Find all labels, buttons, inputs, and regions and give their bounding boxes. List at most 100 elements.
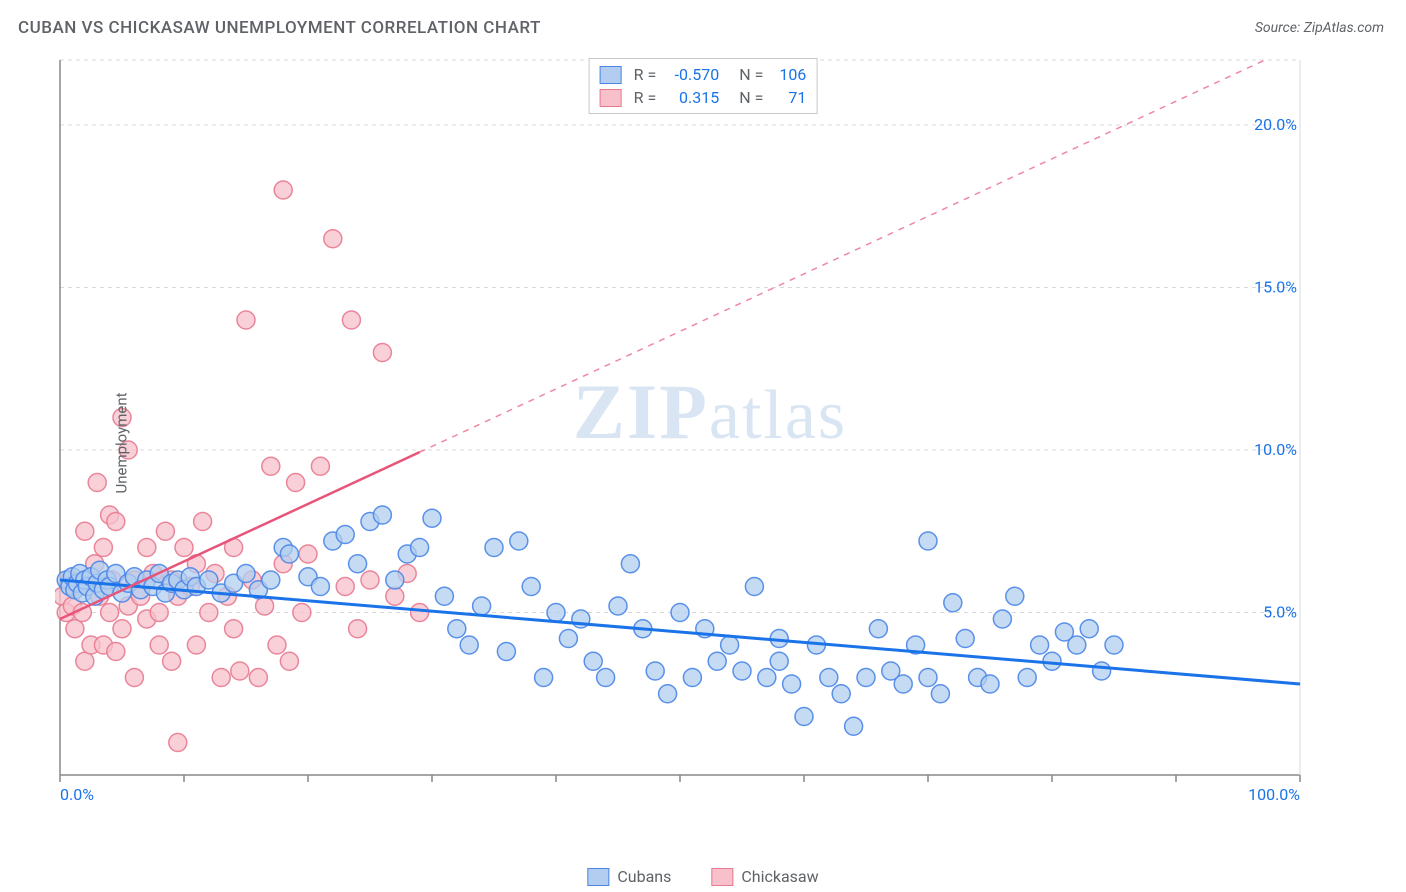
data-point (783, 675, 801, 693)
data-point (163, 652, 181, 670)
legend-label-chickasaw: Chickasaw (741, 867, 818, 886)
data-point (646, 662, 664, 680)
data-point (535, 669, 553, 687)
swatch-cubans-bottom (587, 868, 609, 886)
data-point (733, 662, 751, 680)
data-point (94, 539, 112, 557)
data-point (311, 578, 329, 596)
stats-row-chickasaw: R = 0.315 N = 71 (600, 86, 807, 109)
data-point (1080, 620, 1098, 638)
data-point (820, 669, 838, 687)
stats-legend: R = -0.570 N = 106 R = 0.315 N = 71 (589, 58, 818, 114)
data-point (101, 604, 119, 622)
data-point (894, 675, 912, 693)
data-point (373, 344, 391, 362)
source-value: ZipAtlas.com (1304, 20, 1384, 36)
data-point (175, 539, 193, 557)
data-point (423, 509, 441, 527)
data-point (597, 669, 615, 687)
data-point (76, 522, 94, 540)
data-point (386, 571, 404, 589)
data-point (342, 311, 360, 329)
data-point (547, 604, 565, 622)
data-point (262, 457, 280, 475)
data-point (485, 539, 503, 557)
data-point (745, 578, 763, 596)
n-label: N = (739, 65, 763, 84)
data-point (944, 594, 962, 612)
r-value-chickasaw: 0.315 (664, 88, 719, 107)
data-point (231, 662, 249, 680)
data-point (237, 311, 255, 329)
data-point (88, 474, 106, 492)
data-point (256, 597, 274, 615)
y-tick-label: 5.0% (1263, 603, 1297, 622)
data-point (194, 513, 212, 531)
trend-line-dashed (420, 60, 1265, 452)
data-point (361, 571, 379, 589)
legend-item-chickasaw: Chickasaw (711, 867, 818, 886)
data-point (324, 230, 342, 248)
y-tick-label: 15.0% (1254, 278, 1297, 297)
x-tick-label: 100.0% (1248, 785, 1300, 804)
data-point (708, 652, 726, 670)
data-point (1105, 636, 1123, 654)
data-point (107, 513, 125, 531)
data-point (169, 734, 187, 752)
y-axis-label: Unemployment (113, 392, 131, 493)
data-point (869, 620, 887, 638)
data-point (293, 604, 311, 622)
chart-title: CUBAN VS CHICKASAW UNEMPLOYMENT CORRELAT… (18, 18, 541, 38)
data-point (1068, 636, 1086, 654)
data-point (249, 669, 267, 687)
n-value-cubans: 106 (771, 65, 806, 84)
data-point (683, 669, 701, 687)
data-point (349, 555, 367, 573)
data-point (981, 675, 999, 693)
legend-label-cubans: Cubans (617, 867, 671, 886)
data-point (138, 539, 156, 557)
data-point (671, 604, 689, 622)
data-point (187, 636, 205, 654)
data-point (200, 604, 218, 622)
data-point (386, 587, 404, 605)
n-label: N = (739, 88, 763, 107)
data-point (212, 669, 230, 687)
data-point (993, 610, 1011, 628)
data-point (435, 587, 453, 605)
data-point (349, 620, 367, 638)
chart-area: Unemployment 5.0%10.0%15.0%20.0%0.0%100.… (55, 55, 1365, 830)
data-point (299, 545, 317, 563)
data-point (832, 685, 850, 703)
data-point (336, 578, 354, 596)
data-point (66, 620, 84, 638)
data-point (287, 474, 305, 492)
data-point (460, 636, 478, 654)
data-point (559, 630, 577, 648)
scatter-plot: 5.0%10.0%15.0%20.0%0.0%100.0% (55, 55, 1305, 805)
data-point (497, 643, 515, 661)
data-point (522, 578, 540, 596)
data-point (448, 620, 466, 638)
data-point (919, 532, 937, 550)
data-point (584, 652, 602, 670)
data-point (770, 652, 788, 670)
series-legend: Cubans Chickasaw (587, 867, 818, 886)
data-point (411, 539, 429, 557)
data-point (156, 522, 174, 540)
r-label: R = (634, 88, 657, 107)
data-point (659, 685, 677, 703)
data-point (931, 685, 949, 703)
data-point (845, 717, 863, 735)
data-point (721, 636, 739, 654)
data-point (76, 652, 94, 670)
legend-item-cubans: Cubans (587, 867, 671, 886)
data-point (758, 669, 776, 687)
data-point (237, 565, 255, 583)
data-point (956, 630, 974, 648)
data-point (1093, 662, 1111, 680)
source-attribution: Source: ZipAtlas.com (1255, 20, 1384, 36)
data-point (274, 181, 292, 199)
swatch-chickasaw-bottom (711, 868, 733, 886)
data-point (1031, 636, 1049, 654)
